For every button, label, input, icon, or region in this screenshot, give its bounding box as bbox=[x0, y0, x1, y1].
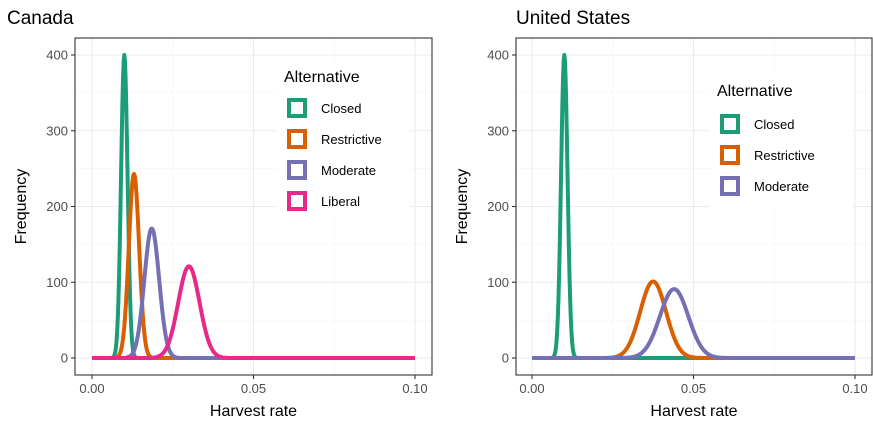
x-tick-label: 0.05 bbox=[681, 381, 706, 396]
y-tick-label: 200 bbox=[487, 199, 509, 214]
legend-key-liberal bbox=[287, 191, 307, 211]
y-tick-label: 100 bbox=[487, 275, 509, 290]
legend-key-restrictive bbox=[287, 129, 307, 149]
legend: Alternative Closed Restrictive Moderate bbox=[710, 70, 852, 208]
x-tick-label: 0.10 bbox=[842, 381, 867, 396]
y-tick-label: 100 bbox=[46, 275, 68, 290]
legend-key-restrictive bbox=[720, 145, 740, 165]
legend-title: Alternative bbox=[284, 69, 360, 86]
y-tick-label: 0 bbox=[502, 351, 509, 366]
legend-label-closed: Closed bbox=[321, 101, 361, 116]
legend-background bbox=[277, 62, 410, 216]
chart-panel-united-states: 0.00 0.05 0.10 0 100 200 300 400 United States Ha… bbox=[454, 8, 873, 420]
x-axis-label: Harvest rate bbox=[210, 403, 297, 420]
legend-label-restrictive: Restrictive bbox=[321, 132, 382, 147]
legend-label-moderate: Moderate bbox=[321, 163, 376, 178]
legend-label-restrictive: Restrictive bbox=[754, 148, 815, 163]
legend-label-liberal: Liberal bbox=[321, 194, 360, 209]
legend-key-closed bbox=[720, 114, 740, 134]
legend-title: Alternative bbox=[717, 83, 793, 100]
x-tick-label: 0.05 bbox=[241, 381, 266, 396]
legend-label-closed: Closed bbox=[754, 117, 794, 132]
chart-title: Canada bbox=[7, 8, 74, 29]
y-tick-label: 400 bbox=[487, 48, 509, 63]
x-tick-label: 0.00 bbox=[519, 381, 544, 396]
legend-key-moderate bbox=[720, 176, 740, 196]
y-tick-label: 0 bbox=[61, 351, 68, 366]
y-tick-label: 200 bbox=[46, 199, 68, 214]
y-axis-label: Frequency bbox=[13, 169, 30, 245]
chart-title: United States bbox=[516, 8, 630, 29]
series-line-liberal bbox=[90, 264, 417, 360]
y-tick-label: 300 bbox=[487, 123, 509, 138]
x-tick-label: 0.10 bbox=[402, 381, 427, 396]
x-axis-label: Harvest rate bbox=[650, 403, 737, 420]
chart-panel-canada: 0.00 0.05 0.10 0 100 200 300 400 Canada Harvest r… bbox=[7, 8, 433, 420]
series-line-moderate bbox=[530, 287, 857, 360]
legend: Alternative Closed Restrictive Moderate Libe… bbox=[277, 62, 410, 216]
legend-key-closed bbox=[287, 98, 307, 118]
y-tick-label: 400 bbox=[46, 48, 68, 63]
y-tick-label: 300 bbox=[46, 123, 68, 138]
legend-label-moderate: Moderate bbox=[754, 179, 809, 194]
legend-background bbox=[710, 70, 852, 208]
y-axis-label: Frequency bbox=[454, 169, 471, 245]
x-tick-label: 0.00 bbox=[79, 381, 104, 396]
legend-key-moderate bbox=[287, 160, 307, 180]
